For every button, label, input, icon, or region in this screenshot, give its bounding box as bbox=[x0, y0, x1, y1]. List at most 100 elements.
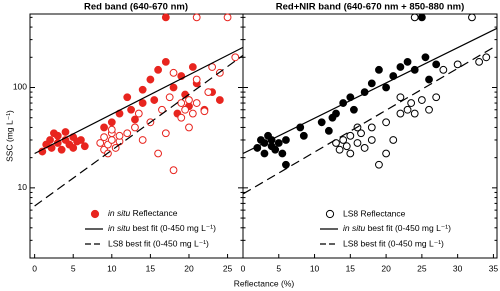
data-point bbox=[299, 131, 308, 140]
x-tick-label: 15 bbox=[346, 263, 356, 273]
x-tick-label: 5 bbox=[276, 263, 281, 273]
data-point bbox=[353, 139, 362, 147]
data-point bbox=[80, 142, 89, 151]
data-point bbox=[425, 105, 433, 114]
data-point bbox=[274, 139, 283, 147]
data-point bbox=[61, 128, 70, 136]
data-point bbox=[346, 131, 355, 140]
data-point bbox=[161, 129, 170, 138]
data-point bbox=[357, 129, 365, 138]
data-point bbox=[367, 79, 376, 88]
x-tick-label: 20 bbox=[381, 263, 391, 273]
legend-key bbox=[90, 209, 100, 219]
legend-label: LS8 Reflectance bbox=[343, 208, 406, 218]
data-point bbox=[123, 93, 132, 102]
legend-bg bbox=[83, 223, 237, 236]
data-point bbox=[410, 109, 419, 118]
data-point bbox=[154, 65, 163, 74]
data-point bbox=[432, 60, 441, 69]
data-point bbox=[432, 93, 441, 102]
data-point bbox=[57, 145, 66, 154]
data-point bbox=[46, 136, 54, 144]
data-point bbox=[425, 75, 433, 84]
data-point bbox=[169, 166, 178, 175]
data-point bbox=[375, 160, 383, 169]
data-point bbox=[417, 96, 426, 104]
legend-bg bbox=[83, 208, 237, 221]
fit-line bbox=[242, 27, 498, 155]
data-point bbox=[188, 109, 197, 118]
data-point bbox=[115, 131, 124, 140]
data-point bbox=[204, 88, 213, 96]
data-point bbox=[169, 68, 178, 77]
data-point bbox=[100, 123, 108, 132]
data-point bbox=[468, 13, 476, 22]
data-point bbox=[278, 149, 287, 158]
data-point bbox=[107, 118, 116, 127]
x-tick-label: 25 bbox=[223, 263, 233, 273]
data-point bbox=[475, 57, 484, 66]
data-point bbox=[69, 144, 78, 152]
legend-bg bbox=[318, 223, 491, 236]
data-point bbox=[138, 85, 147, 94]
data-point bbox=[332, 139, 340, 147]
data-point bbox=[107, 125, 116, 134]
x-tick-label: 15 bbox=[146, 263, 156, 273]
data-point bbox=[260, 149, 269, 158]
data-point bbox=[146, 75, 155, 84]
data-point bbox=[342, 142, 351, 151]
y-axis-label: SSC (mg L⁻¹) bbox=[4, 110, 14, 162]
data-point bbox=[332, 109, 340, 118]
x-axis-label: Reflectance (%) bbox=[234, 278, 295, 288]
data-point bbox=[282, 160, 290, 169]
y-tick-label: 100 bbox=[13, 82, 27, 92]
data-point bbox=[396, 63, 405, 71]
data-point bbox=[396, 93, 405, 102]
legend-label: in situ Reflectance bbox=[108, 208, 178, 218]
data-point bbox=[138, 136, 147, 144]
data-point bbox=[185, 123, 193, 132]
x-tick-label: 25 bbox=[417, 263, 427, 273]
fit-line bbox=[34, 46, 244, 155]
data-point bbox=[271, 145, 280, 154]
data-point bbox=[421, 53, 430, 62]
data-point bbox=[158, 105, 166, 114]
data-point bbox=[185, 96, 193, 104]
legend-bg bbox=[318, 238, 491, 251]
legend-label: LS8 best fit (0-450 mg L⁻¹) bbox=[343, 238, 444, 248]
data-point bbox=[407, 99, 416, 107]
x-tick-label: 5 bbox=[71, 263, 76, 273]
data-point bbox=[339, 136, 348, 144]
data-point bbox=[188, 63, 197, 71]
data-point bbox=[107, 136, 116, 144]
data-point bbox=[453, 60, 462, 69]
data-point bbox=[231, 53, 240, 62]
data-point bbox=[367, 136, 376, 144]
data-point bbox=[367, 123, 376, 132]
x-tick-label: 0 bbox=[241, 263, 246, 273]
legend-label: in situ best fit (0-450 mg L⁻¹) bbox=[108, 223, 216, 233]
data-point bbox=[131, 115, 139, 124]
data-point bbox=[96, 139, 105, 147]
data-point bbox=[150, 96, 159, 104]
data-point bbox=[382, 149, 390, 158]
data-point bbox=[417, 13, 426, 22]
data-point bbox=[131, 123, 139, 132]
legend-label: in situ best fit (0-450 mg L⁻¹) bbox=[343, 223, 451, 233]
data-point bbox=[382, 118, 390, 127]
data-point bbox=[192, 13, 201, 22]
data-point bbox=[215, 96, 224, 104]
data-point bbox=[439, 65, 448, 74]
x-tick-label: 10 bbox=[107, 263, 117, 273]
legend-bg bbox=[83, 238, 237, 251]
data-point bbox=[127, 105, 135, 114]
plot-frame bbox=[242, 13, 498, 259]
data-point bbox=[53, 131, 62, 140]
data-point bbox=[165, 93, 174, 102]
data-point bbox=[161, 13, 170, 22]
panel-title: Red band (640-670 nm) bbox=[84, 2, 188, 13]
data-point bbox=[181, 105, 190, 114]
x-tick-label: 35 bbox=[489, 263, 499, 273]
x-tick-label: 0 bbox=[32, 263, 37, 273]
